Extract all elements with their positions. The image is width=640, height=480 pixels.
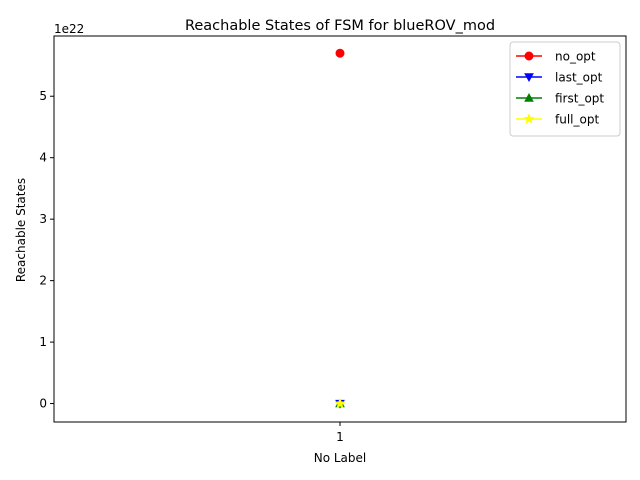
chart-title: Reachable States of FSM for blueROV_mod: [185, 18, 495, 34]
x-tick-label: 1: [336, 430, 344, 444]
legend-label-last_opt: last_opt: [555, 71, 603, 85]
y-tick-label: 0: [39, 397, 47, 411]
y-axis-label: Reachable States: [14, 178, 28, 282]
y-tick-label: 5: [39, 89, 47, 103]
legend-marker-last_opt: [524, 73, 534, 83]
y-offset-label: 1e22: [54, 22, 84, 36]
legend-label-first_opt: first_opt: [555, 92, 604, 106]
x-axis-label: No Label: [314, 451, 367, 465]
legend-label-full_opt: full_opt: [555, 113, 599, 127]
legend-marker-full_opt: [523, 113, 535, 124]
y-tick-label: 2: [39, 274, 47, 288]
legend-label-no_opt: no_opt: [555, 50, 596, 64]
plot-area: 0 1 2 3 4 5 1: [39, 35, 627, 444]
data-point-full_opt: [334, 397, 346, 409]
y-tick-label: 4: [39, 151, 47, 165]
legend: no_opt last_opt first_opt full_opt: [509, 41, 621, 137]
y-tick-label: 3: [39, 212, 47, 226]
y-tick-label: 1: [39, 335, 47, 349]
data-point-no_opt: [335, 48, 345, 58]
legend-marker-first_opt: [524, 92, 534, 102]
legend-marker-no_opt: [524, 51, 534, 61]
legend-box: [509, 41, 621, 137]
